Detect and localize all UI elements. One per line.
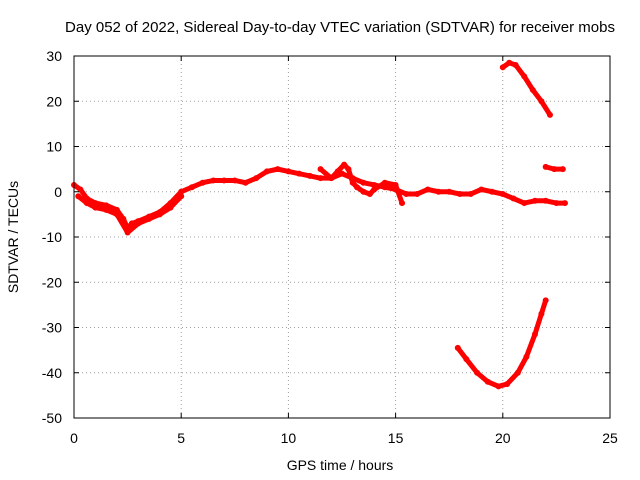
y-tick-label: 30 xyxy=(46,48,62,64)
series-scatter-hump xyxy=(317,161,406,207)
y-tick-label: -50 xyxy=(42,410,62,426)
y-tick-label: 0 xyxy=(54,184,62,200)
trace-segment xyxy=(393,182,405,206)
y-tick-label: -40 xyxy=(42,365,62,381)
data-point xyxy=(559,166,566,173)
data-point xyxy=(546,111,553,118)
axis-ticks: 0 5 10 15 20 25 -50 -40 -30 -20 -10 0 10 20 30 xyxy=(42,48,618,446)
data-point xyxy=(542,297,549,304)
y-tick-label: -30 xyxy=(42,320,62,336)
x-tick-label: 15 xyxy=(388,430,404,446)
data-point xyxy=(561,200,568,207)
trace-segment xyxy=(523,331,538,360)
trace-segment xyxy=(114,211,131,235)
trace-segment xyxy=(532,311,544,337)
x-tick-label: 20 xyxy=(495,430,511,446)
y-tick-label: 20 xyxy=(46,93,62,109)
x-tick-label: 10 xyxy=(281,430,297,446)
x-tick-label: 0 xyxy=(70,430,78,446)
series-arc-upper xyxy=(499,59,553,118)
data-point xyxy=(399,200,406,207)
y-axis-label: SDTVAR / TECUs xyxy=(5,181,21,293)
x-tick-label: 5 xyxy=(177,430,185,446)
series-arc-lower xyxy=(454,297,549,390)
grid xyxy=(74,56,610,418)
x-tick-label: 25 xyxy=(602,430,618,446)
y-tick-label: -20 xyxy=(42,274,62,290)
chart-title: Day 052 of 2022, Sidereal Day-to-day VTE… xyxy=(65,19,615,36)
data-point xyxy=(178,193,185,200)
y-tick-label: 10 xyxy=(46,139,62,155)
trace-segment xyxy=(515,354,529,376)
series-band-lower xyxy=(75,193,185,236)
data-series xyxy=(71,59,568,390)
y-tick-label: -10 xyxy=(42,229,62,245)
series-short-segment xyxy=(542,163,566,173)
x-axis-label: GPS time / hours xyxy=(287,457,394,473)
